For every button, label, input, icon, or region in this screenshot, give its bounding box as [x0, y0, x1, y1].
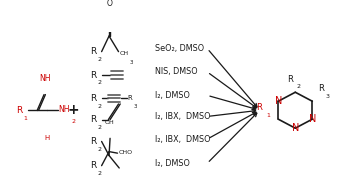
Text: OH: OH — [104, 120, 114, 125]
Text: 3: 3 — [133, 104, 137, 109]
Text: 2: 2 — [98, 80, 102, 85]
Text: NIS, DMSO: NIS, DMSO — [155, 67, 198, 76]
Text: 2: 2 — [98, 104, 102, 109]
Text: H: H — [45, 135, 50, 141]
Text: 2: 2 — [98, 147, 102, 152]
Text: R: R — [90, 70, 97, 80]
Text: R: R — [318, 84, 324, 93]
Text: R: R — [90, 137, 97, 146]
Text: N: N — [292, 123, 299, 133]
Text: 2: 2 — [98, 125, 102, 130]
Text: I₂, DMSO: I₂, DMSO — [155, 91, 190, 100]
Text: R: R — [90, 115, 97, 124]
Text: 1: 1 — [266, 113, 270, 118]
Text: N: N — [309, 114, 316, 124]
Text: R: R — [90, 161, 97, 170]
Text: 3: 3 — [326, 94, 330, 99]
Text: NH: NH — [58, 105, 69, 114]
Text: R: R — [256, 103, 262, 112]
Text: SeO₂, DMSO: SeO₂, DMSO — [155, 44, 204, 53]
Text: R: R — [90, 47, 97, 56]
Text: NH: NH — [39, 74, 50, 84]
Text: I₂, IBX,  DMSO: I₂, IBX, DMSO — [155, 135, 210, 144]
Text: 2: 2 — [98, 171, 102, 176]
Text: N: N — [275, 96, 282, 106]
Text: +: + — [68, 103, 79, 117]
Text: 2: 2 — [297, 84, 301, 88]
Text: I₂, DMSO: I₂, DMSO — [155, 159, 190, 168]
Text: CH: CH — [120, 51, 129, 56]
Text: R: R — [16, 106, 22, 115]
Text: R: R — [90, 94, 97, 103]
Text: I₂, IBX,  DMSO: I₂, IBX, DMSO — [155, 112, 210, 121]
Text: R: R — [287, 75, 293, 84]
Text: CHO: CHO — [118, 150, 132, 155]
Text: O: O — [107, 0, 113, 8]
Text: 2: 2 — [71, 119, 75, 124]
Text: 1: 1 — [23, 115, 27, 121]
Text: 2: 2 — [98, 57, 102, 62]
Text: 3: 3 — [130, 60, 133, 65]
Text: R: R — [128, 95, 132, 101]
